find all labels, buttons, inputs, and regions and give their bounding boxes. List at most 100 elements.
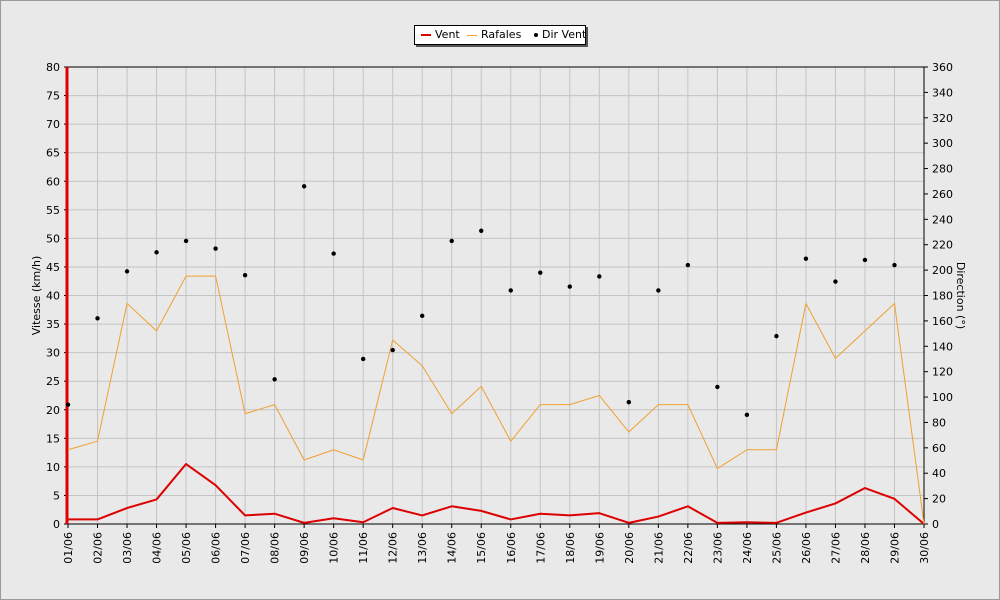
y-right-tick-label: 40 — [932, 467, 946, 480]
y-right-tick-label: 160 — [932, 315, 953, 328]
series-point-dir-vent — [685, 262, 691, 268]
y-right-tick-label: 100 — [932, 391, 953, 404]
series-point-dir-vent — [183, 238, 189, 244]
x-tick-label: 29/06 — [888, 532, 901, 564]
legend-item-vent: Vent — [421, 28, 460, 42]
y-left-tick-label: 65 — [46, 147, 60, 160]
y-left-tick-label: 35 — [46, 318, 60, 331]
x-tick-label: 09/06 — [298, 532, 311, 564]
legend-item-rafales: Rafales — [467, 28, 521, 42]
y-right-tick-label: 320 — [932, 112, 953, 125]
x-tick-label: 10/06 — [328, 532, 341, 564]
legend-label-vent: Vent — [435, 28, 460, 41]
series-point-dir-vent — [272, 377, 277, 382]
legend-swatch-vent — [421, 34, 431, 36]
x-tick-label: 08/06 — [269, 532, 282, 564]
series-point-dir-vent — [597, 274, 602, 279]
y-left-tick-label: 0 — [53, 518, 60, 531]
x-tick-label: 27/06 — [829, 532, 842, 564]
x-tick-label: 12/06 — [387, 532, 400, 564]
x-tick-label: 28/06 — [859, 532, 872, 564]
x-tick-label: 14/06 — [446, 532, 459, 564]
y-left-tick-label: 80 — [46, 61, 60, 74]
series-point-dir-vent — [449, 238, 454, 244]
series-point-dir-vent — [479, 228, 484, 233]
series-point-dir-vent — [242, 272, 248, 278]
y-left-tick-label: 10 — [46, 461, 60, 474]
series-point-dir-vent — [301, 184, 307, 189]
legend-label-dir-vent: Dir Vent — [542, 28, 587, 41]
y-left-tick-label: 15 — [46, 432, 60, 445]
y-right-tick-label: 140 — [932, 340, 953, 353]
series-point-dir-vent — [774, 333, 779, 339]
legend-swatch-rafales — [467, 34, 477, 36]
x-tick-label: 25/06 — [770, 532, 783, 564]
series-layer — [65, 184, 925, 525]
y-axis-left-label: Vitesse (km/h) — [30, 256, 43, 336]
series-point-dir-vent — [567, 284, 572, 289]
x-tick-label: 22/06 — [682, 532, 695, 564]
legend-item-dir-vent: Dir Vent — [531, 28, 586, 42]
series-point-dir-vent — [803, 256, 809, 261]
legend: Vent Rafales Dir Vent — [414, 25, 586, 45]
series-point-dir-vent — [744, 412, 750, 418]
series-point-dir-vent — [538, 270, 543, 275]
x-tick-label: 05/06 — [180, 532, 193, 564]
y-right-tick-label: 240 — [932, 213, 953, 226]
x-tick-label: 20/06 — [623, 532, 636, 564]
series-point-dir-vent — [95, 316, 100, 321]
x-tick-label: 01/06 — [62, 532, 75, 564]
x-tick-label: 07/06 — [239, 532, 252, 564]
y-right-tick-label: 300 — [932, 137, 953, 150]
x-tick-label: 26/06 — [800, 532, 813, 564]
y-left-tick-label: 70 — [46, 118, 60, 131]
legend-swatch-dir-vent — [534, 33, 538, 37]
x-tick-label: 15/06 — [475, 532, 488, 564]
x-tick-label: 03/06 — [121, 532, 134, 564]
gridlines — [67, 66, 925, 525]
series-point-dir-vent — [892, 262, 897, 268]
series-line-rafales — [67, 275, 925, 525]
y-left-tick-label: 40 — [46, 290, 60, 303]
y-right-tick-label: 120 — [932, 366, 953, 379]
series-point-dir-vent — [65, 402, 71, 407]
y-right-tick-label: 180 — [932, 290, 953, 303]
x-tick-label: 13/06 — [416, 532, 429, 564]
series-point-dir-vent — [420, 313, 425, 319]
x-tick-label: 17/06 — [534, 532, 547, 564]
series-line-vent — [68, 463, 925, 525]
x-tick-label: 23/06 — [711, 532, 724, 564]
y-axis-right-label: Direction (°) — [954, 262, 967, 329]
x-tick-label: 21/06 — [652, 532, 665, 564]
y-right-tick-label: 0 — [932, 518, 939, 531]
x-tick-label: 24/06 — [741, 532, 754, 564]
x-tick-label: 04/06 — [151, 532, 164, 564]
series-point-dir-vent — [331, 251, 336, 256]
legend-label-rafales: Rafales — [481, 28, 522, 41]
x-tick-label: 19/06 — [593, 532, 606, 564]
y-right-tick-label: 20 — [932, 493, 946, 506]
y-right-tick-label: 260 — [932, 188, 953, 201]
y-right-tick-label: 200 — [932, 264, 953, 277]
x-tick-label: 16/06 — [505, 532, 518, 564]
y-right-tick-label: 340 — [932, 86, 953, 99]
y-left-tick-label: 50 — [46, 232, 60, 245]
y-left-tick-label: 75 — [46, 90, 60, 103]
y-right-tick-label: 360 — [932, 61, 953, 74]
axes: 0 5 10 15 20 25 30 35 40 45 50 55 60 65 70 75 80 0 20 40 60 8… — [46, 61, 953, 564]
y-left-tick-label: 55 — [46, 204, 60, 217]
y-left-tick-label: 45 — [46, 261, 60, 274]
series-point-dir-vent — [124, 269, 130, 274]
x-tick-label: 06/06 — [210, 532, 223, 564]
y-right-tick-label: 80 — [932, 416, 946, 429]
y-left-tick-label: 60 — [46, 175, 60, 188]
series-point-dir-vent — [656, 288, 661, 293]
series-point-dir-vent — [508, 288, 513, 293]
series-point-dir-vent — [213, 246, 218, 251]
series-point-dir-vent — [715, 384, 720, 390]
x-tick-label: 30/06 — [918, 532, 931, 564]
x-tick-label: 02/06 — [92, 532, 105, 564]
y-left-tick-label: 25 — [46, 375, 60, 388]
series-point-dir-vent — [626, 399, 632, 405]
